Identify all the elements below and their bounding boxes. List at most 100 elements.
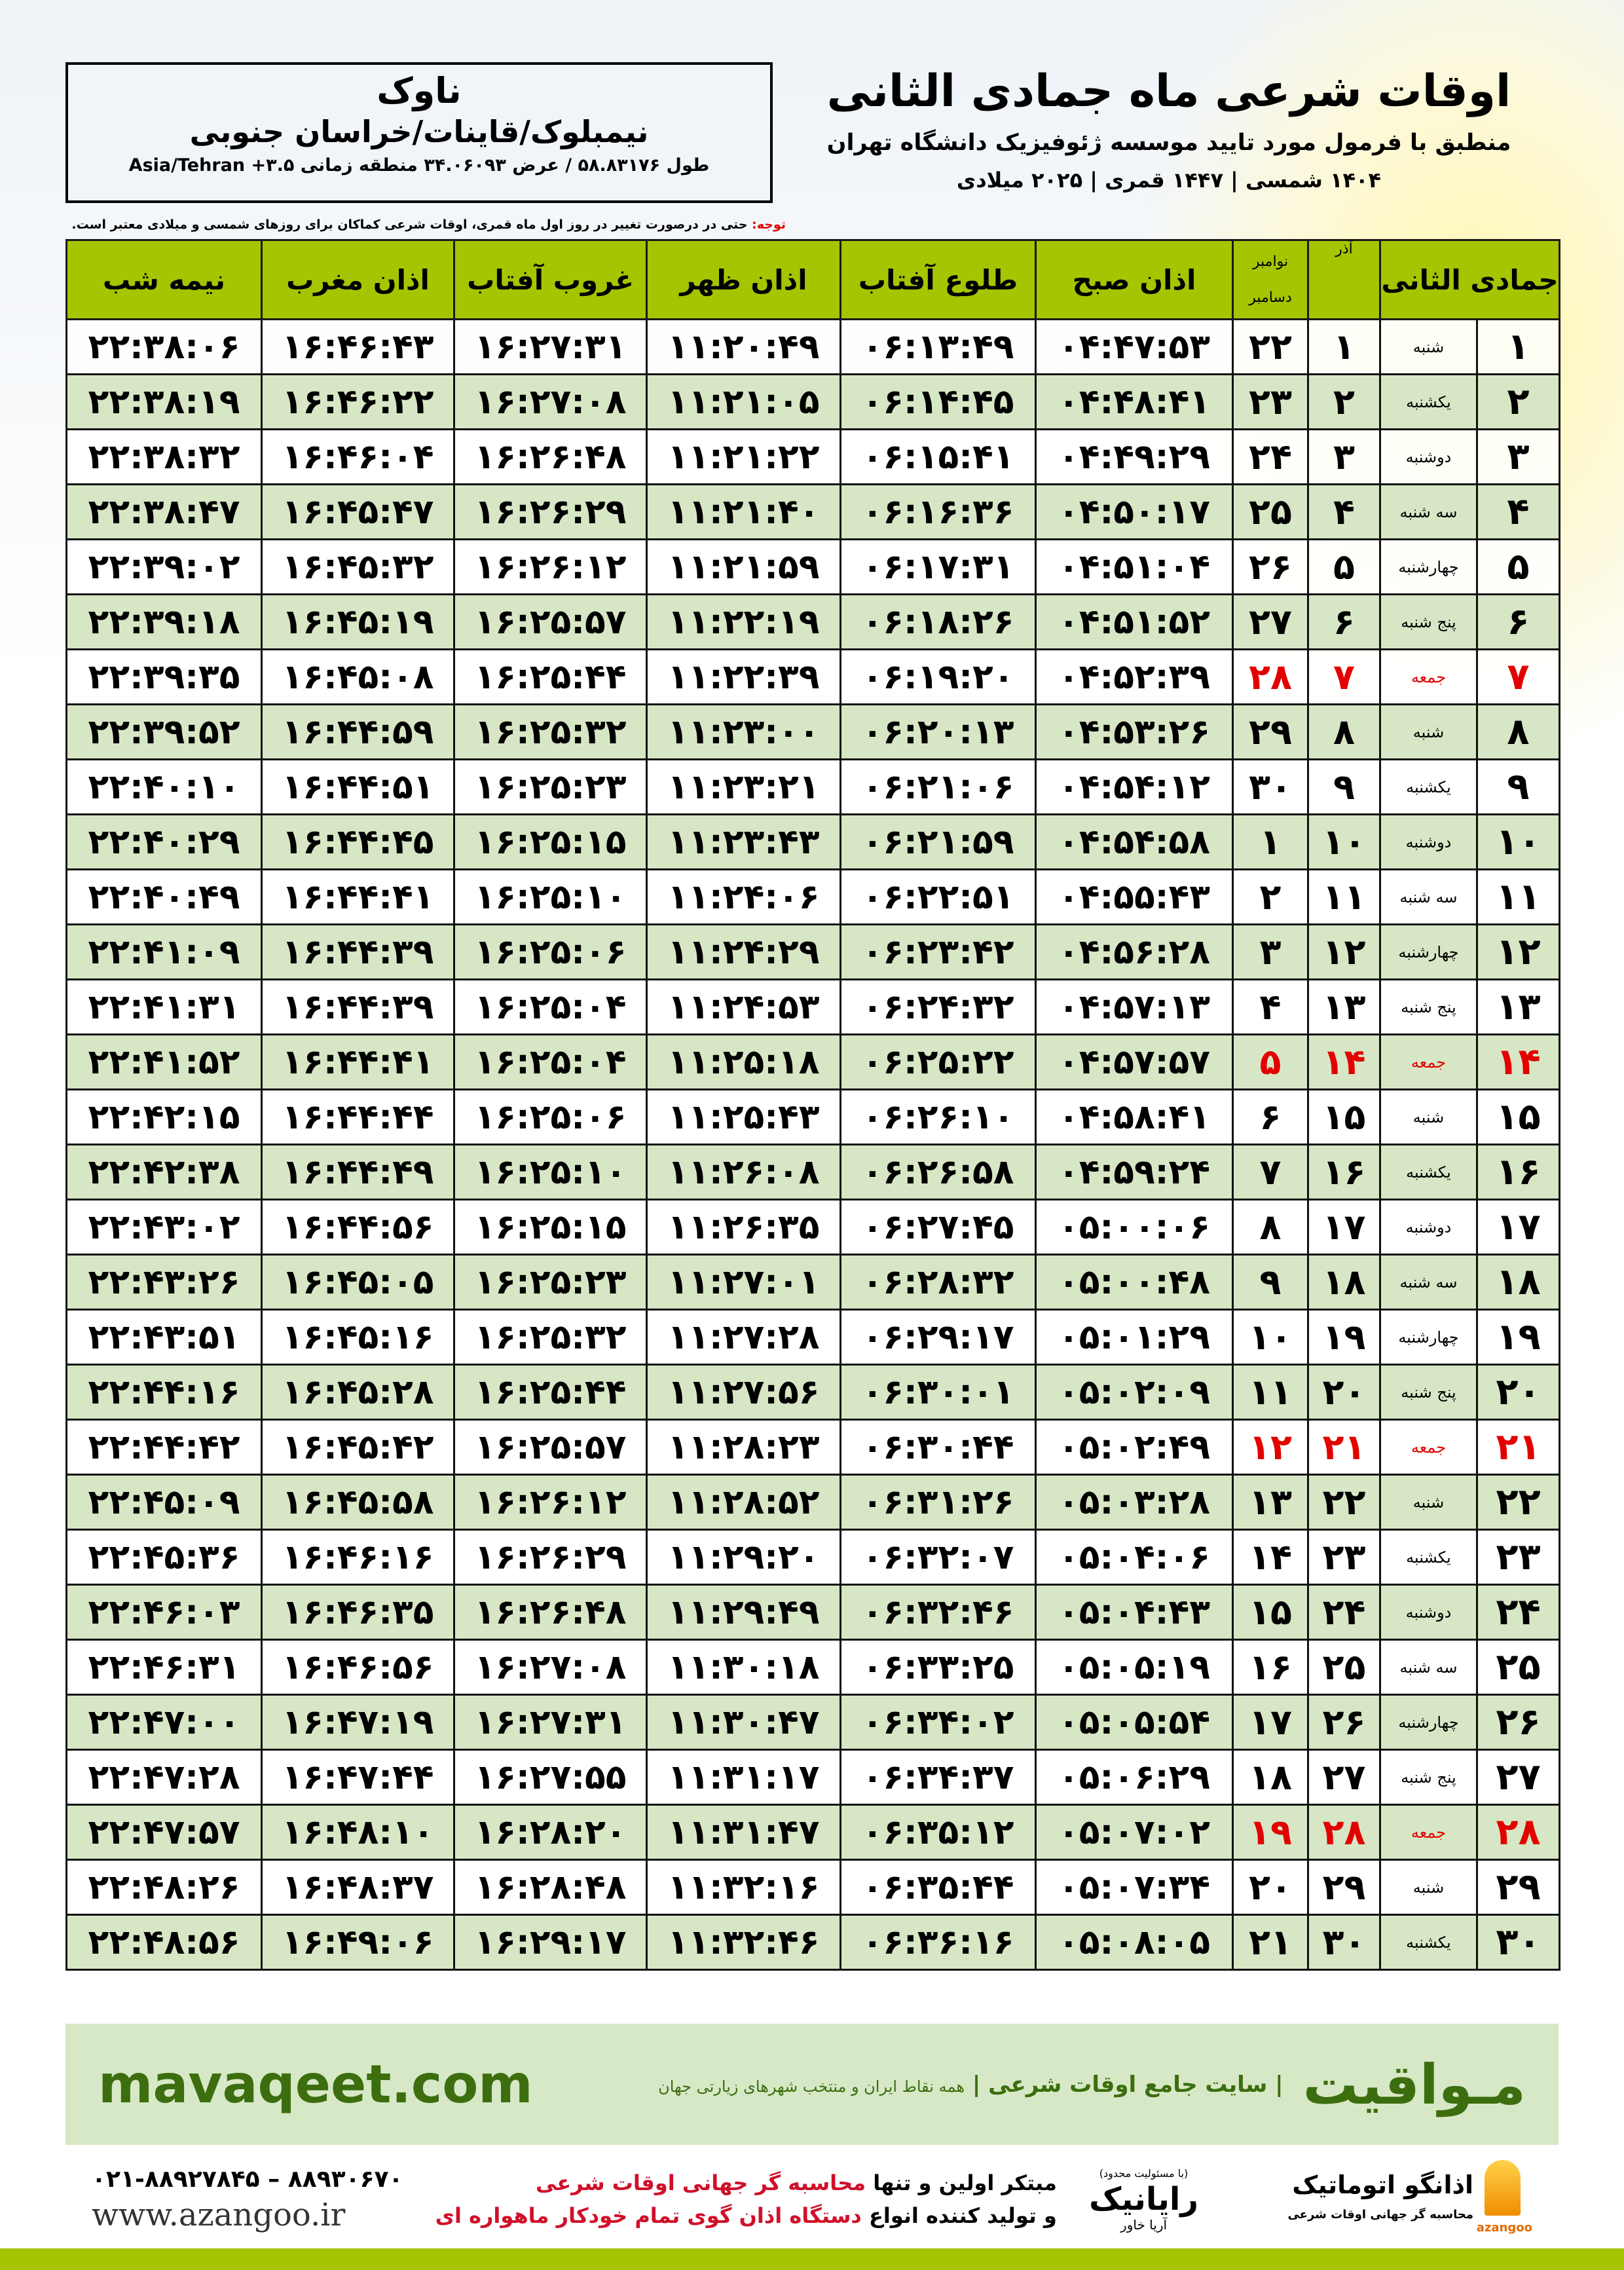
- ad-line2-a: و تولید کننده انواع: [861, 2203, 1057, 2228]
- mavaqeet-logo: مـواقیت: [1302, 2052, 1526, 2117]
- tolu-time: ۰۶:۲۵:۲۲: [840, 1033, 1037, 1090]
- table-row: ۲۰ پنج شنبه ۲۰ ۱۱ ۰۵:۰۲:۰۹ ۰۶:۳۰:۰۱ ۱۱:۲۷:۵۶ ۱۶…: [65, 1364, 1560, 1421]
- azar-cell: ۱۸: [1307, 1254, 1381, 1311]
- tolu-time: ۰۶:۲۹:۱۷: [840, 1309, 1037, 1366]
- weekday-cell: شنبه: [1379, 1859, 1478, 1916]
- ghorub-time: ۱۶:۲۶:۲۹: [453, 483, 648, 540]
- nimeh-time: ۲۲:۴۰:۲۹: [65, 813, 263, 870]
- mavaqeet-link[interactable]: mavaqeet.com: [98, 2054, 533, 2115]
- tolu-time: ۰۶:۲۷:۴۵: [840, 1199, 1037, 1256]
- gregorian-cell: ۲۸: [1232, 648, 1309, 705]
- azangoo-link[interactable]: www.azangoo.ir: [92, 2196, 346, 2233]
- sobh-time: ۰۴:۵۱:۵۲: [1035, 593, 1234, 650]
- nimeh-time: ۲۲:۴۱:۳۱: [65, 978, 263, 1035]
- azar-cell: ۴: [1307, 483, 1381, 540]
- day-cell: ۲۱: [1476, 1419, 1560, 1476]
- weekday-cell: یکشنبه: [1379, 758, 1478, 815]
- weekday-cell: یکشنبه: [1379, 1144, 1478, 1200]
- gregorian-cell: ۴: [1232, 978, 1309, 1035]
- gregorian-cell: ۲۹: [1232, 703, 1309, 760]
- zohr-time: ۱۱:۳۱:۴۷: [646, 1804, 841, 1861]
- table-header: جمادی الثانی آذر نوامبر دسامبر اذان صبح ط…: [65, 239, 1560, 320]
- ghorub-time: ۱۶:۲۷:۰۸: [453, 373, 648, 430]
- azar-cell: ۱۵: [1307, 1088, 1381, 1145]
- col-nimeh: نیمه شب: [65, 239, 263, 320]
- footer: ۰۲۱-۸۸۹۲۷۸۴۵ – ۸۸۹۳۰۶۷۰ www.azangoo.ir م…: [65, 2155, 1559, 2243]
- col-ghorub: غروب آفتاب: [453, 239, 648, 320]
- gregorian-cell: ۳۰: [1232, 758, 1309, 815]
- sobh-time: ۰۴:۵۷:۱۳: [1035, 978, 1234, 1035]
- day-cell: ۱۷: [1476, 1199, 1560, 1256]
- zohr-time: ۱۱:۲۷:۲۸: [646, 1309, 841, 1366]
- table-row: ۱۸ سه شنبه ۱۸ ۹ ۰۵:۰۰:۴۸ ۰۶:۲۸:۳۲ ۱۱:۲۷:۰۱ ۱۶:۲…: [65, 1254, 1560, 1311]
- zohr-time: ۱۱:۲۴:۰۶: [646, 868, 841, 925]
- ad-line2-b: دستگاه اذان گوی تمام خودکار ماهواره ای: [435, 2203, 862, 2228]
- tolu-time: ۰۶:۳۳:۲۵: [840, 1639, 1037, 1696]
- day-cell: ۲۰: [1476, 1364, 1560, 1421]
- weekday-cell: دوشنبه: [1379, 1199, 1478, 1256]
- azar-cell: ۲۶: [1307, 1694, 1381, 1751]
- nimeh-time: ۲۲:۴۴:۱۶: [65, 1364, 263, 1421]
- tolu-time: ۰۶:۲۰:۱۳: [840, 703, 1037, 760]
- zohr-time: ۱۱:۲۳:۲۱: [646, 758, 841, 815]
- dome-icon: [1485, 2159, 1521, 2216]
- azar-cell: ۲۷: [1307, 1749, 1381, 1806]
- tolu-time: ۰۶:۲۳:۴۲: [840, 923, 1037, 980]
- azar-cell: ۱۳: [1307, 978, 1381, 1035]
- ghorub-time: ۱۶:۲۵:۱۰: [453, 1144, 648, 1200]
- nimeh-time: ۲۲:۳۹:۳۵: [65, 648, 263, 705]
- tolu-time: ۰۶:۲۸:۳۲: [840, 1254, 1037, 1311]
- ghorub-time: ۱۶:۲۵:۴۴: [453, 648, 648, 705]
- tolu-time: ۰۶:۳۵:۱۲: [840, 1804, 1037, 1861]
- nimeh-time: ۲۲:۳۸:۳۲: [65, 428, 263, 485]
- weekday-cell: چهارشنبه: [1379, 1694, 1478, 1751]
- sobh-time: ۰۵:۰۸:۰۵: [1035, 1914, 1234, 1971]
- sobh-time: ۰۵:۰۰:۴۸: [1035, 1254, 1234, 1311]
- table-row: ۱۱ سه شنبه ۱۱ ۲ ۰۴:۵۵:۴۳ ۰۶:۲۲:۵۱ ۱۱:۲۴:۰۶ ۱۶:۲…: [65, 868, 1560, 925]
- day-cell: ۳۰: [1476, 1914, 1560, 1971]
- gregorian-cell: ۱۷: [1232, 1694, 1309, 1751]
- day-cell: ۲۳: [1476, 1529, 1560, 1586]
- nimeh-time: ۲۲:۴۱:۰۹: [65, 923, 263, 980]
- location-box: ناوک نیمبلوک/قاینات/خراسان جنوبی طول ۵۸.…: [65, 62, 773, 203]
- nimeh-time: ۲۲:۴۸:۵۶: [65, 1914, 263, 1971]
- nimeh-time: ۲۲:۳۹:۰۲: [65, 538, 263, 595]
- gregorian-cell: ۱۹: [1232, 1804, 1309, 1861]
- table-body: ۱ شنبه ۱ ۲۲ ۰۴:۴۷:۵۳ ۰۶:۱۳:۴۹ ۱۱:۲۰:۴۹ ۱۶:۲۷:۳۱…: [65, 318, 1560, 1971]
- col-hijri-day: جمادی الثانی: [1379, 239, 1560, 320]
- ghorub-time: ۱۶:۲۵:۱۵: [453, 1199, 648, 1256]
- zohr-time: ۱۱:۳۲:۴۶: [646, 1914, 841, 1971]
- maghreb-time: ۱۶:۴۴:۵۹: [261, 703, 455, 760]
- col-dec: دسامبر: [1249, 289, 1292, 306]
- day-cell: ۱۶: [1476, 1144, 1560, 1200]
- day-cell: ۳: [1476, 428, 1560, 485]
- maghreb-time: ۱۶:۴۴:۳۹: [261, 923, 455, 980]
- note-text: حتی در درصورت تغییر در روز اول ماه قمری،…: [71, 217, 752, 232]
- sobh-time: ۰۴:۵۳:۲۶: [1035, 703, 1234, 760]
- nimeh-time: ۲۲:۳۸:۱۹: [65, 373, 263, 430]
- azar-cell: ۲۰: [1307, 1364, 1381, 1421]
- zohr-time: ۱۱:۲۶:۰۸: [646, 1144, 841, 1200]
- maghreb-time: ۱۶:۴۵:۲۸: [261, 1364, 455, 1421]
- mavaqeet-banner: mavaqeet.com مـواقیت | سایت جامع اوقات ش…: [65, 2024, 1559, 2145]
- zohr-time: ۱۱:۲۹:۲۰: [646, 1529, 841, 1586]
- azar-cell: ۷: [1307, 648, 1381, 705]
- azangoo-en: azangoo: [1476, 2220, 1532, 2235]
- azar-cell: ۳۰: [1307, 1914, 1381, 1971]
- table-row: ۴ سه شنبه ۴ ۲۵ ۰۴:۵۰:۱۷ ۰۶:۱۶:۳۶ ۱۱:۲۱:۴۰ ۱۶:۲۶…: [65, 483, 1560, 540]
- tolu-time: ۰۶:۳۴:۰۲: [840, 1694, 1037, 1751]
- table-row: ۷ جمعه ۷ ۲۸ ۰۴:۵۲:۳۹ ۰۶:۱۹:۲۰ ۱۱:۲۲:۳۹ ۱۶:۲۵:۴۴…: [65, 648, 1560, 705]
- maghreb-time: ۱۶:۴۷:۱۹: [261, 1694, 455, 1751]
- ghorub-time: ۱۶:۲۶:۱۲: [453, 1474, 648, 1531]
- weekday-cell: سه شنبه: [1379, 868, 1478, 925]
- ghorub-time: ۱۶:۲۶:۲۹: [453, 1529, 648, 1586]
- azar-cell: ۲۱: [1307, 1419, 1381, 1476]
- nimeh-time: ۲۲:۴۰:۱۰: [65, 758, 263, 815]
- sobh-time: ۰۵:۰۴:۴۳: [1035, 1584, 1234, 1641]
- nimeh-time: ۲۲:۳۹:۵۲: [65, 703, 263, 760]
- weekday-cell: جمعه: [1379, 1804, 1478, 1861]
- ghorub-time: ۱۶:۲۵:۲۳: [453, 758, 648, 815]
- year-line: ۱۴۰۴ شمسی | ۱۴۴۷ قمری | ۲۰۲۵ میلادی: [956, 168, 1382, 193]
- tolu-time: ۰۶:۱۴:۴۵: [840, 373, 1037, 430]
- sobh-time: ۰۴:۵۱:۰۴: [1035, 538, 1234, 595]
